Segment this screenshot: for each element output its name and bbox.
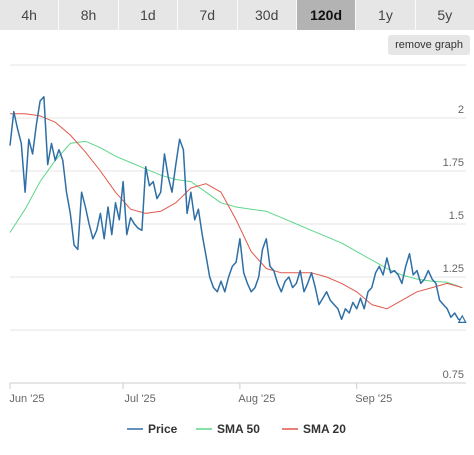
x-tick-label: Jun '25 [9,393,44,405]
series-line-sma-20 [10,113,463,310]
tab-1y[interactable]: 1y [356,0,416,30]
tab-8h[interactable]: 8h [59,0,119,30]
tab-5y[interactable]: 5y [437,7,453,23]
x-tick-label: Aug '25 [238,393,275,405]
legend-item-sma-50: SMA 50 [196,422,260,436]
tab-7d[interactable]: 7d [178,0,238,30]
y-tick-label: 2 [458,104,464,116]
legend: Price SMA 50 SMA 20 [127,422,346,436]
x-tick-label: Jul '25 [124,393,155,405]
y-tick-label: 0.75 [443,369,464,381]
legend-label: SMA 20 [303,422,346,436]
legend-item-sma-20: SMA 20 [282,422,346,436]
y-axis: 2 1.75 1.5 1.25 0.75 [443,104,464,381]
tab-120d[interactable]: 120d [296,0,357,30]
series-line-sma-50 [9,140,463,289]
tab-30d[interactable]: 30d [238,0,297,30]
last-price-marker [457,314,467,323]
tab-4h[interactable]: 4h [0,0,60,30]
x-axis: Jun '25 Jul '25 Aug '25 Sep '25 [9,383,392,405]
y-tick-label: 1.5 [449,210,464,222]
legend-label: SMA 50 [217,422,260,436]
remove-graph-button[interactable]: remove graph [388,35,470,55]
legend-label: Price [148,422,178,436]
series-line-price [9,96,463,321]
y-tick-label: 1.75 [443,157,464,169]
y-tick-label: 1.25 [443,263,464,275]
legend-item-price: Price [127,422,178,436]
x-tick-label: Sep '25 [355,393,392,405]
series-layer [9,96,467,323]
timeframe-selector: 4h 8h 1d 7d 30d 120d 1y 5y [0,0,474,30]
chart-grid [10,64,466,384]
tab-1d[interactable]: 1d [119,0,179,30]
